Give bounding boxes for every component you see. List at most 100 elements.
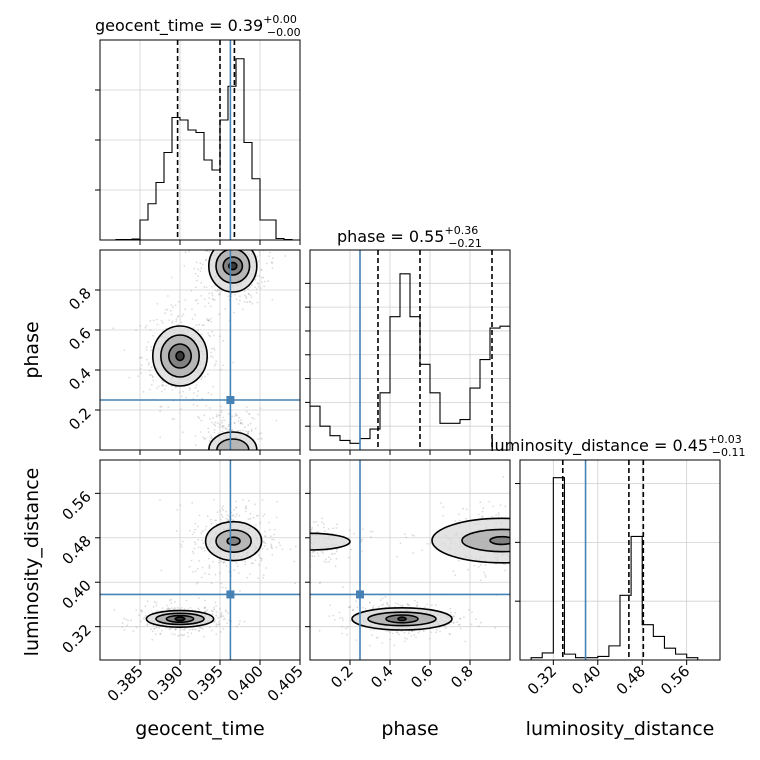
sample-point xyxy=(258,260,260,263)
sample-point xyxy=(191,628,194,631)
sample-point xyxy=(220,616,223,618)
sample-point xyxy=(378,605,380,608)
sample-point xyxy=(168,319,171,321)
sample-point xyxy=(220,289,223,292)
sample-point xyxy=(456,621,459,623)
sample-point xyxy=(302,517,304,519)
sample-point xyxy=(513,547,515,549)
sample-point xyxy=(271,531,273,533)
sample-point xyxy=(227,413,230,415)
sample-point xyxy=(287,535,289,537)
sample-point xyxy=(221,426,224,429)
sample-point xyxy=(188,387,191,390)
sample-point xyxy=(264,545,266,547)
sample-point xyxy=(258,251,261,253)
sample-point xyxy=(242,429,244,432)
sample-point xyxy=(249,294,252,296)
sample-point xyxy=(335,527,338,529)
sample-point xyxy=(458,519,461,522)
sample-point xyxy=(256,275,258,277)
sample-point xyxy=(444,625,446,628)
sample-point xyxy=(205,610,207,613)
sample-point xyxy=(463,616,465,618)
sample-point xyxy=(207,373,209,376)
sample-point xyxy=(196,299,199,301)
axes-frame xyxy=(309,459,511,661)
histogram-step xyxy=(310,273,510,444)
sample-point xyxy=(203,298,206,300)
sample-point xyxy=(440,502,442,504)
sample-point xyxy=(196,404,199,407)
sample-point xyxy=(328,615,331,617)
sample-point xyxy=(160,405,163,408)
sample-point xyxy=(208,439,211,442)
sample-point xyxy=(403,640,406,643)
sample-point xyxy=(235,452,237,454)
sample-point xyxy=(238,623,241,625)
sample-point xyxy=(239,243,241,245)
sample-point xyxy=(307,548,309,550)
sample-point xyxy=(225,517,227,520)
sample-point xyxy=(271,533,273,535)
sample-point xyxy=(155,604,158,607)
sample-point xyxy=(414,599,416,602)
sample-point xyxy=(283,542,285,544)
sample-point xyxy=(341,625,344,628)
sample-point xyxy=(192,327,195,329)
sample-point xyxy=(161,607,164,609)
sample-point xyxy=(349,605,352,608)
sample-point xyxy=(306,513,308,515)
sample-point xyxy=(247,293,250,295)
sample-point xyxy=(271,547,273,550)
sample-point xyxy=(323,560,326,563)
sample-point xyxy=(213,423,216,426)
sample-point xyxy=(217,457,219,459)
sample-point xyxy=(143,616,146,619)
sample-point xyxy=(210,582,213,585)
sample-point xyxy=(435,604,437,606)
sample-point xyxy=(123,349,126,352)
sample-point xyxy=(270,546,273,549)
sample-point xyxy=(256,282,259,285)
sample-point xyxy=(185,599,188,602)
sample-point xyxy=(355,600,357,603)
sample-point xyxy=(232,519,235,522)
sample-point xyxy=(515,525,517,527)
sample-point xyxy=(331,553,334,555)
sample-point xyxy=(305,556,307,558)
sample-point xyxy=(175,530,178,532)
sample-point xyxy=(328,560,330,563)
sample-point xyxy=(276,500,279,503)
sample-point xyxy=(457,513,460,515)
sample-point xyxy=(528,530,530,532)
sample-point xyxy=(200,333,203,336)
sample-point xyxy=(245,507,248,509)
sample-point xyxy=(371,607,374,610)
sample-point xyxy=(245,296,248,298)
sample-point xyxy=(396,555,398,558)
sample-point xyxy=(318,629,321,632)
sample-point xyxy=(210,522,213,525)
sample-point xyxy=(245,430,247,433)
sample-point xyxy=(369,628,372,631)
sample-point xyxy=(290,540,292,542)
sample-point xyxy=(207,392,210,394)
sample-point xyxy=(545,536,547,538)
sample-point xyxy=(211,294,214,297)
sample-point xyxy=(294,542,296,544)
sample-point xyxy=(204,235,206,237)
sample-point xyxy=(123,617,125,620)
sample-point xyxy=(430,631,432,634)
sample-point xyxy=(529,556,531,558)
sample-point xyxy=(138,357,141,359)
sample-point xyxy=(198,626,201,629)
sample-point xyxy=(515,545,517,547)
sample-point xyxy=(268,521,270,524)
sample-point xyxy=(522,524,524,526)
y-tick-label: 0.2 xyxy=(65,404,95,434)
sample-point xyxy=(270,451,272,453)
sample-point xyxy=(220,615,223,618)
y-tick-label: 0.4 xyxy=(65,364,95,394)
sample-point xyxy=(167,608,170,611)
y-tick-label: 0.8 xyxy=(65,284,95,314)
